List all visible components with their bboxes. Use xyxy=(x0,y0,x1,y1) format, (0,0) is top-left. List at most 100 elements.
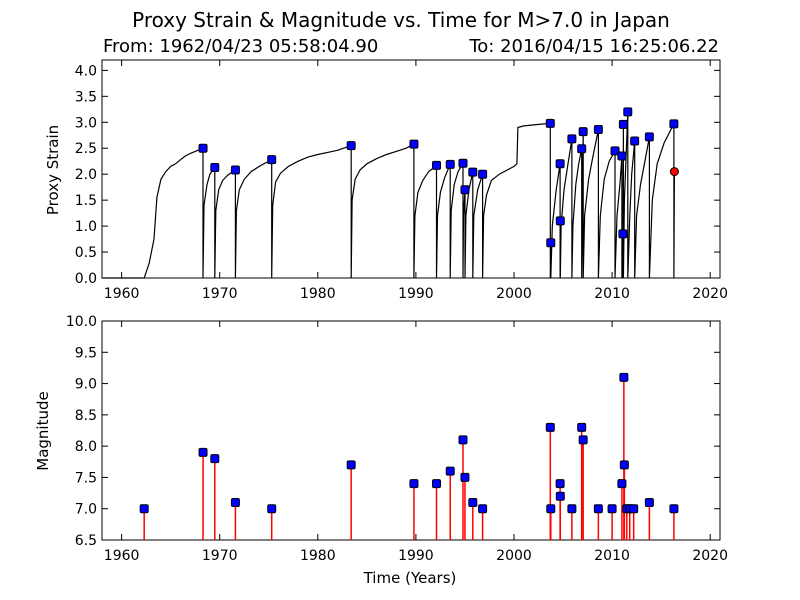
current-strain-marker xyxy=(669,167,679,177)
magnitude-marker xyxy=(567,504,577,514)
magnitude-marker xyxy=(578,435,588,445)
strain-event-marker xyxy=(610,146,620,156)
y-tick-label: 7.5 xyxy=(75,470,97,486)
magnitude-marker xyxy=(607,504,617,514)
strain-panel: 1960 1970 1980 1990 2000 2010 2020 0.0 0.5 1.0 1.5… xyxy=(75,59,728,302)
x-tick-label: 1960 xyxy=(104,548,140,564)
strain-event-marker xyxy=(267,155,277,165)
magnitude-marker xyxy=(432,479,442,489)
strain-event-marker xyxy=(630,136,640,146)
y-tick-label: 8.0 xyxy=(75,439,97,455)
x-tick-label: 1980 xyxy=(300,548,336,564)
bottom-x-axis-label: Time (Years) xyxy=(363,569,457,587)
x-tick-label: 2010 xyxy=(594,286,630,302)
magnitude-marker xyxy=(198,447,208,457)
strain-event-marker xyxy=(618,119,628,129)
strain-event-marker xyxy=(432,160,442,170)
x-tick-label: 2020 xyxy=(692,286,728,302)
y-tick-label: 6.5 xyxy=(75,533,97,549)
strain-event-marker xyxy=(617,151,627,161)
strain-event-marker xyxy=(409,139,419,149)
y-tick-label: 9.0 xyxy=(75,377,97,393)
x-tick-label: 1980 xyxy=(300,286,336,302)
y-tick-label: 10.0 xyxy=(66,314,97,330)
strain-event-marker xyxy=(346,141,356,151)
magnitude-marker xyxy=(478,504,488,514)
y-tick-label: 3.5 xyxy=(75,89,97,105)
strain-event-marker xyxy=(577,144,587,154)
x-tick-label: 2020 xyxy=(692,548,728,564)
magnitude-marker xyxy=(545,422,555,432)
y-tick-label: 9.5 xyxy=(75,345,97,361)
strain-event-marker xyxy=(445,159,455,169)
x-tick-label: 2000 xyxy=(496,286,532,302)
y-tick-label: 2.5 xyxy=(75,141,97,157)
strain-event-marker xyxy=(669,119,679,129)
magnitude-marker xyxy=(555,491,565,501)
magnitude-marker xyxy=(445,466,455,476)
x-tick-label: 1970 xyxy=(202,548,238,564)
figure-subtitle-to: To: 2016/04/15 16:25:06.22 xyxy=(468,36,719,57)
magnitude-marker xyxy=(669,504,679,514)
magnitude-panel: 1960 1970 1980 1990 2000 2010 2020 6.5 7.0 7.5 8.0… xyxy=(66,314,728,564)
x-tick-label: 1970 xyxy=(202,286,238,302)
x-tick-label: 1990 xyxy=(398,286,434,302)
magnitude-marker xyxy=(210,454,220,464)
magnitude-marker xyxy=(644,497,654,507)
strain-event-marker xyxy=(546,238,556,248)
strain-event-marker xyxy=(623,107,633,117)
strain-event-marker xyxy=(460,185,470,195)
magnitude-marker xyxy=(629,504,639,514)
magnitude-marker xyxy=(139,504,149,514)
magnitude-marker xyxy=(617,479,627,489)
strain-event-marker xyxy=(458,158,468,168)
y-tick-label: 0.0 xyxy=(75,271,97,287)
plot-frame xyxy=(101,320,721,541)
x-tick-label: 1990 xyxy=(398,548,434,564)
y-tick-label: 2.0 xyxy=(75,167,97,183)
strain-event-marker xyxy=(555,159,565,169)
figure-subtitle-from: From: 1962/04/23 05:58:04.90 xyxy=(103,36,378,57)
magnitude-marker xyxy=(619,460,629,470)
magnitude-marker xyxy=(593,504,603,514)
magnitude-marker xyxy=(346,460,356,470)
magnitude-marker xyxy=(619,372,629,382)
plot-frame xyxy=(101,59,721,279)
magnitude-marker xyxy=(267,504,277,514)
magnitude-marker xyxy=(468,497,478,507)
bottom-y-axis-label: Magnitude xyxy=(34,391,52,470)
y-tick-label: 8.5 xyxy=(75,408,97,424)
strain-event-marker xyxy=(644,132,654,142)
strain-event-marker xyxy=(567,134,577,144)
top-y-axis-label: Proxy Strain xyxy=(44,125,62,215)
magnitude-marker xyxy=(577,422,587,432)
y-tick-label: 1.5 xyxy=(75,193,97,209)
magnitude-marker xyxy=(230,497,240,507)
strain-event-marker xyxy=(468,167,478,177)
x-tick-label: 2000 xyxy=(496,548,532,564)
strain-event-marker xyxy=(478,169,488,179)
x-tick-label: 1960 xyxy=(104,286,140,302)
strain-event-marker xyxy=(618,229,628,239)
y-tick-label: 3.0 xyxy=(75,115,97,131)
y-tick-label: 0.5 xyxy=(75,245,97,261)
strain-event-marker xyxy=(593,125,603,135)
y-tick-label: 1.0 xyxy=(75,219,97,235)
strain-event-marker xyxy=(555,216,565,226)
y-tick-label: 7.0 xyxy=(75,502,97,518)
strain-event-marker xyxy=(578,127,588,137)
x-tick-label: 2010 xyxy=(594,548,630,564)
strain-event-marker xyxy=(198,143,208,153)
strain-event-marker xyxy=(210,162,220,172)
magnitude-marker xyxy=(409,479,419,489)
magnitude-marker xyxy=(458,435,468,445)
magnitude-marker xyxy=(555,479,565,489)
y-tick-label: 4.0 xyxy=(75,63,97,79)
magnitude-marker xyxy=(546,504,556,514)
strain-curve xyxy=(102,111,675,279)
strain-event-marker xyxy=(230,165,240,175)
figure-title: Proxy Strain & Magnitude vs. Time for M>… xyxy=(132,8,670,32)
magnitude-marker xyxy=(460,472,470,482)
strain-event-marker xyxy=(545,118,555,128)
